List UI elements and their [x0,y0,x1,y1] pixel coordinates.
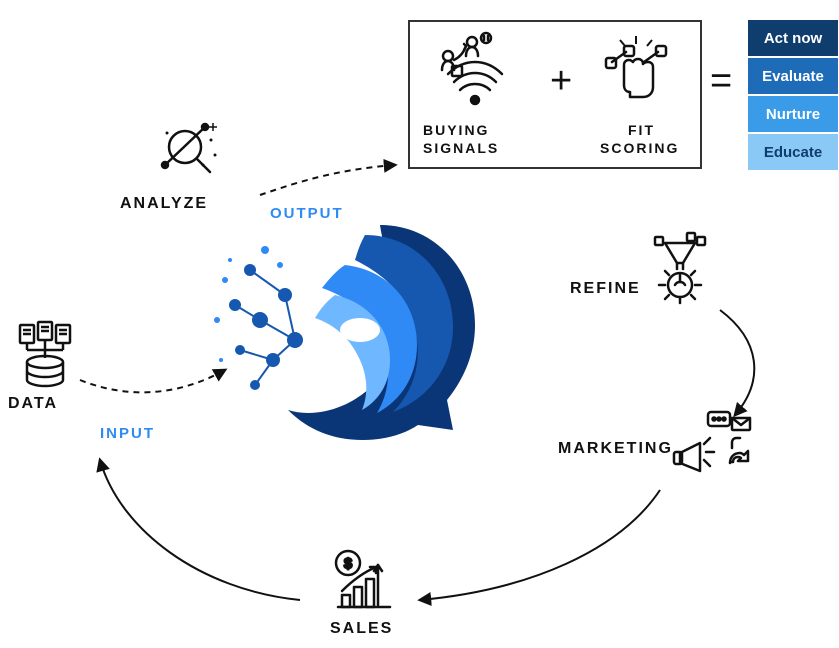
diagram-stage: DATA ANALYZE INPUT OUTPUT BUYING [0,0,839,648]
arrow-refine-to-marketing [720,310,754,415]
arrow-data-to-head [80,370,225,392]
arrow-sales-to-data [100,460,300,600]
arrows-layer [0,0,839,648]
arrow-marketing-to-sales [420,490,660,600]
arrow-head-to-output [260,165,395,195]
